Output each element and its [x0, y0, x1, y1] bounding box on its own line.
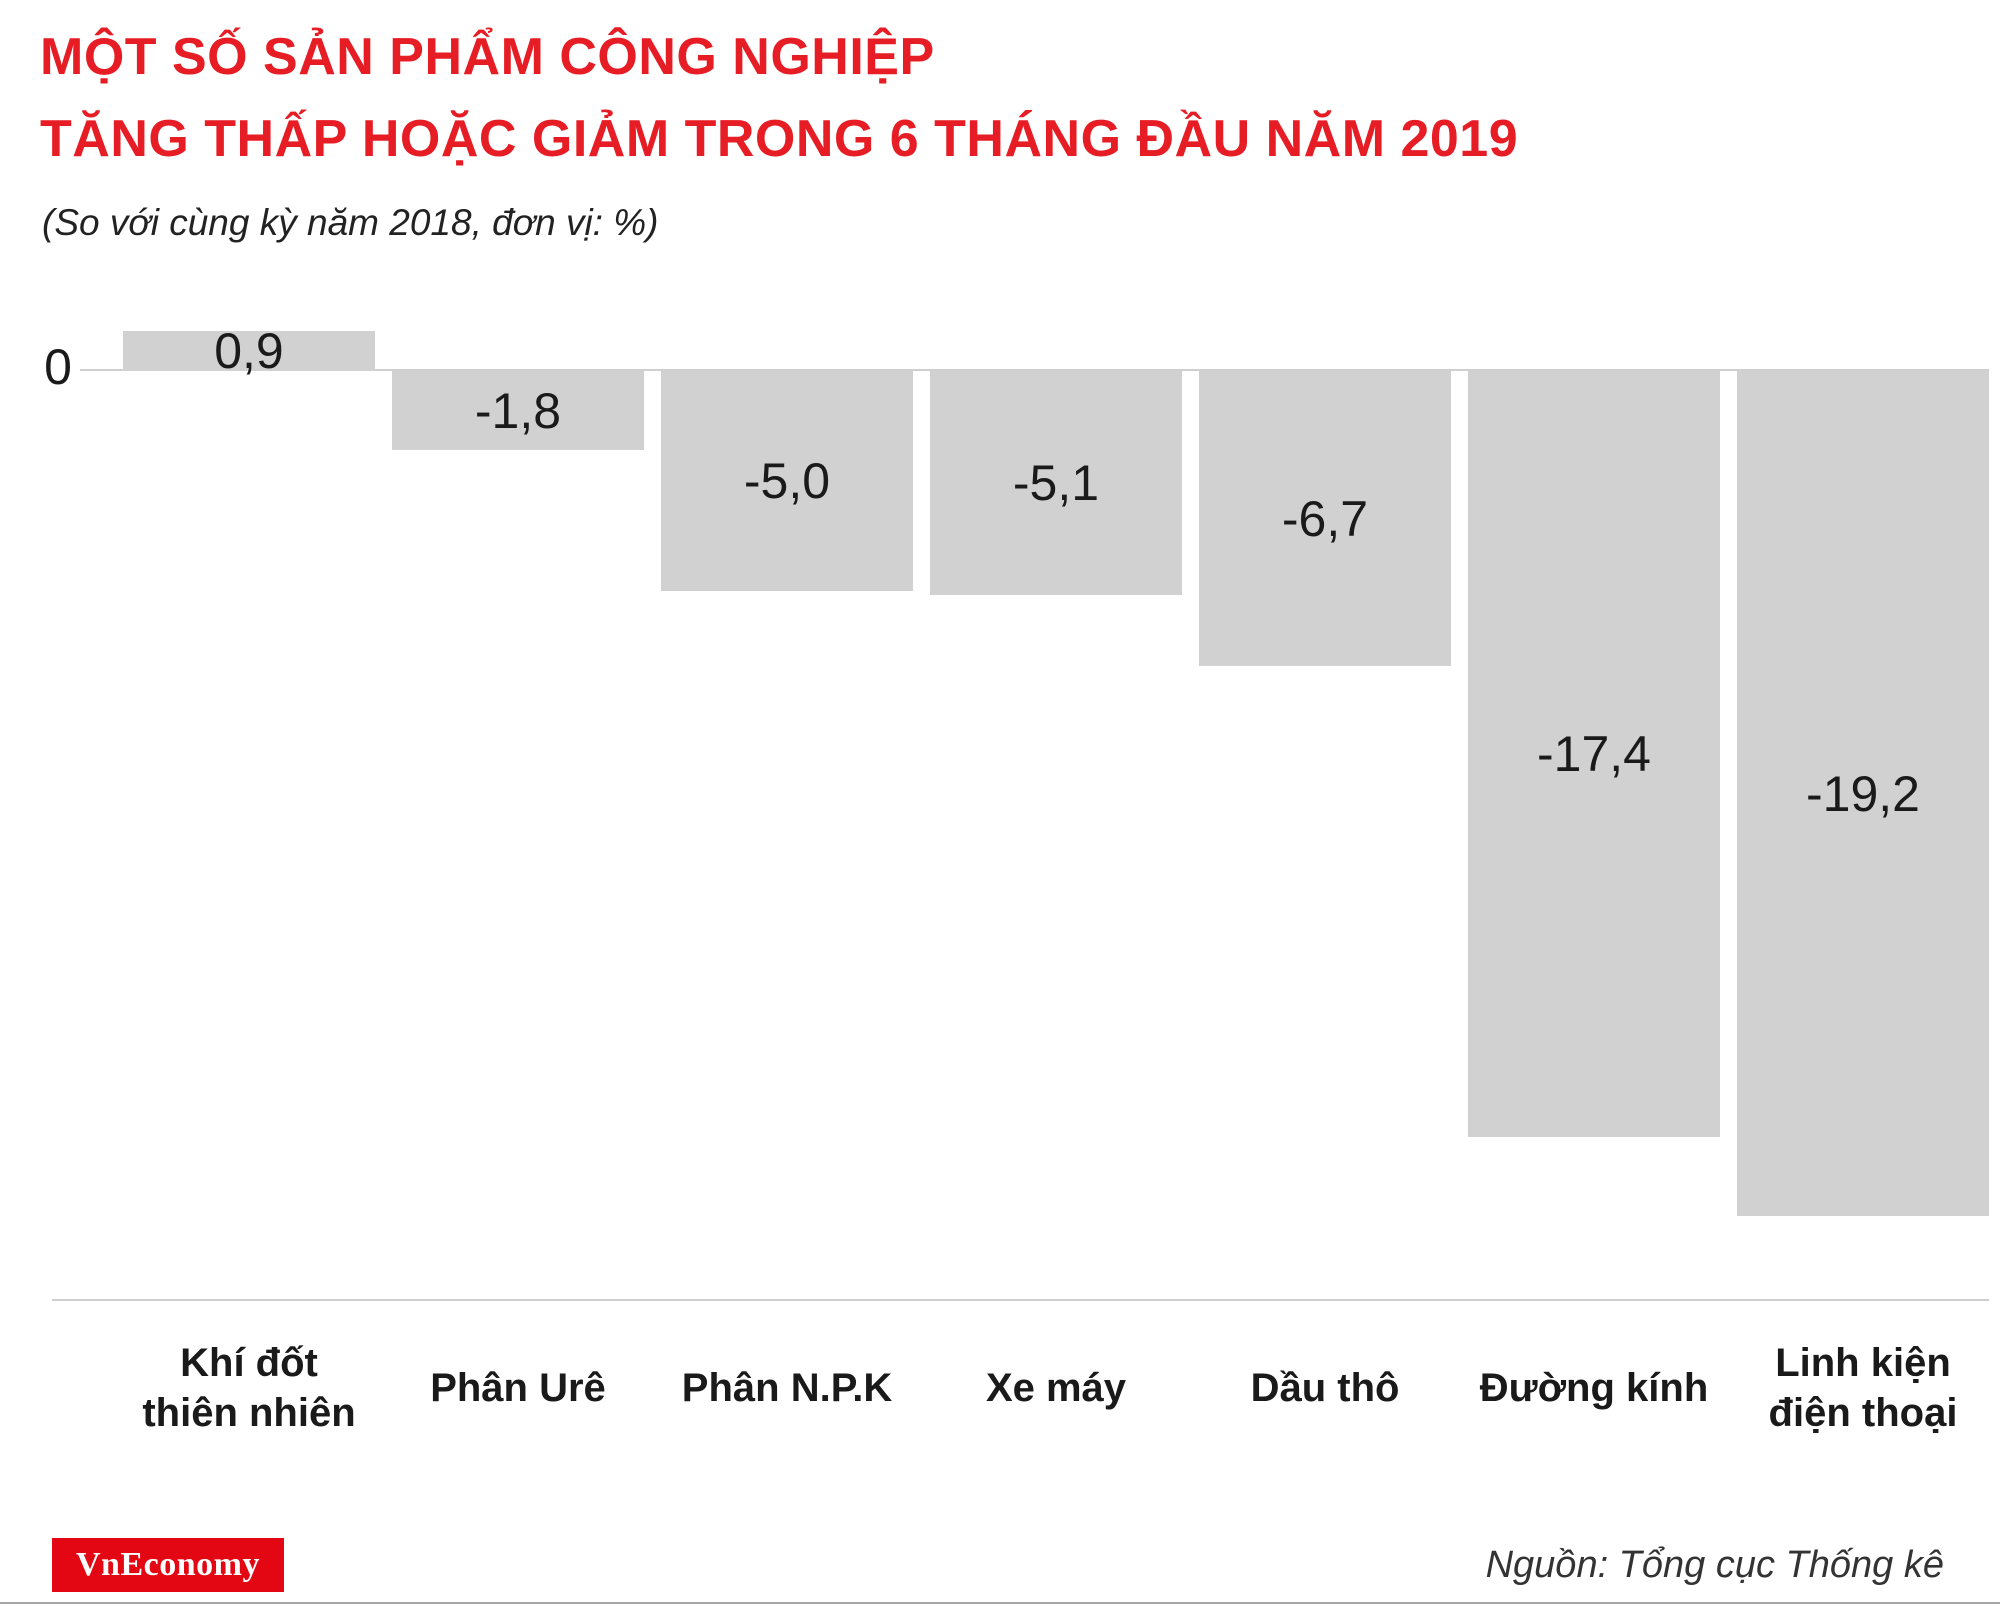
- chart-subtitle: (So với cùng kỳ năm 2018, đơn vị: %): [42, 202, 659, 243]
- category-axis-line: [52, 1299, 1989, 1301]
- category-label: Xe máy: [985, 1366, 1127, 1410]
- bar: [1737, 371, 1989, 1216]
- bar: [123, 331, 375, 371]
- chart-title-line2: TĂNG THẤP HOẶC GIẢM TRONG 6 THÁNG ĐẦU NĂ…: [40, 110, 1519, 168]
- zero-axis-line: [80, 369, 1989, 371]
- chart-title: MỘT SỐ SẢN PHẨM CÔNG NGHIỆP TĂNG THẤP HO…: [40, 16, 1518, 180]
- bar: [1468, 371, 1720, 1137]
- bar-value-label: -19,2: [1806, 765, 1920, 822]
- bar-value-label: -5,0: [743, 453, 831, 509]
- bar: [392, 371, 644, 450]
- bar-value-label: -1,8: [474, 382, 562, 439]
- category-label: Phân Urê: [430, 1366, 606, 1410]
- chart-title-line1: MỘT SỐ SẢN PHẨM CÔNG NGHIỆP: [40, 28, 935, 86]
- category-label: Linh kiện điện thoại: [1768, 1341, 1958, 1435]
- bar-value-label: -5,1: [1012, 455, 1100, 511]
- bottom-divider: [0, 1602, 2000, 1604]
- bar: [661, 371, 913, 591]
- vneconomy-logo: VnEconomy: [52, 1538, 284, 1592]
- bar: [1199, 371, 1451, 666]
- zero-axis-label: 0: [44, 339, 72, 395]
- source-text: Nguồn: Tổng cục Thống kê: [1485, 1544, 1944, 1586]
- bar: [930, 371, 1182, 595]
- category-label: Phân N.P.K: [681, 1366, 893, 1410]
- category-label: Đường kính: [1479, 1366, 1709, 1410]
- category-label: Khí đốt thiên nhiên: [142, 1341, 356, 1435]
- bar-value-label: -17,4: [1537, 726, 1651, 782]
- category-label: Dầu thô: [1250, 1366, 1400, 1410]
- bar-value-label: 0,9: [214, 323, 284, 379]
- bar-value-label: -6,7: [1281, 490, 1369, 547]
